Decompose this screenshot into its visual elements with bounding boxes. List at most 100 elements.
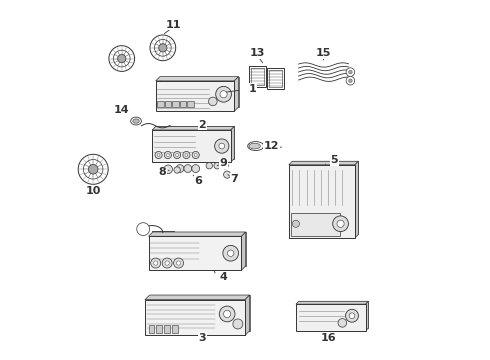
Circle shape (78, 154, 108, 184)
Polygon shape (245, 295, 249, 336)
Bar (157, 101, 164, 107)
Circle shape (333, 216, 348, 231)
Polygon shape (366, 301, 368, 331)
Circle shape (155, 152, 162, 158)
Circle shape (227, 250, 234, 256)
Circle shape (118, 54, 126, 63)
Polygon shape (296, 301, 368, 304)
Text: 3: 3 (198, 333, 206, 343)
Circle shape (159, 44, 167, 52)
Text: 14: 14 (114, 105, 129, 115)
Text: 6: 6 (195, 176, 202, 186)
Circle shape (183, 152, 190, 158)
Polygon shape (152, 126, 234, 130)
Circle shape (216, 86, 231, 102)
Bar (188, 101, 194, 107)
Polygon shape (153, 232, 245, 266)
Text: 8: 8 (158, 167, 166, 177)
Circle shape (348, 79, 352, 82)
Circle shape (223, 171, 231, 178)
Bar (180, 101, 186, 107)
Circle shape (176, 261, 181, 265)
Polygon shape (355, 161, 358, 238)
Text: 11: 11 (166, 19, 181, 30)
Circle shape (113, 50, 130, 67)
Text: 4: 4 (220, 272, 227, 282)
Bar (267, 68, 284, 89)
Circle shape (337, 220, 344, 227)
Circle shape (219, 143, 224, 149)
Text: 5: 5 (330, 156, 338, 165)
Circle shape (194, 154, 197, 157)
Text: 7: 7 (230, 174, 238, 184)
Text: 12: 12 (264, 141, 279, 151)
Circle shape (150, 35, 176, 61)
Polygon shape (160, 77, 239, 107)
Circle shape (164, 152, 171, 158)
Circle shape (154, 40, 171, 56)
Circle shape (151, 258, 161, 268)
Circle shape (137, 223, 149, 235)
Bar (148, 236, 242, 270)
Circle shape (167, 154, 169, 157)
Circle shape (157, 154, 160, 157)
Text: 10: 10 (85, 186, 101, 197)
Circle shape (349, 313, 355, 319)
Polygon shape (231, 126, 234, 162)
Ellipse shape (249, 143, 260, 149)
Ellipse shape (131, 117, 142, 125)
Circle shape (185, 154, 188, 157)
Bar (164, 325, 170, 333)
Circle shape (162, 258, 172, 268)
Circle shape (153, 261, 158, 265)
Circle shape (184, 165, 192, 172)
Polygon shape (156, 126, 234, 158)
Polygon shape (234, 77, 239, 111)
Circle shape (192, 152, 199, 158)
Circle shape (173, 258, 184, 268)
Ellipse shape (133, 119, 139, 123)
Circle shape (176, 165, 184, 172)
Bar (172, 325, 178, 333)
Ellipse shape (247, 141, 264, 150)
Polygon shape (149, 295, 249, 331)
Circle shape (293, 220, 299, 227)
Circle shape (215, 139, 229, 153)
Circle shape (214, 162, 220, 169)
Bar (251, 68, 264, 85)
Bar (148, 325, 154, 333)
Polygon shape (145, 295, 249, 300)
Bar (296, 304, 366, 331)
Text: 1: 1 (248, 84, 256, 94)
Bar (249, 66, 266, 87)
Circle shape (345, 309, 358, 322)
Circle shape (346, 76, 355, 85)
Circle shape (165, 261, 169, 265)
Text: 16: 16 (321, 333, 337, 343)
Circle shape (109, 46, 135, 71)
Circle shape (233, 319, 243, 329)
Circle shape (222, 162, 228, 169)
Text: 15: 15 (316, 48, 331, 58)
Text: 2: 2 (198, 120, 206, 130)
Circle shape (209, 97, 217, 106)
Polygon shape (148, 232, 245, 236)
Circle shape (223, 310, 231, 318)
Circle shape (220, 91, 227, 98)
Polygon shape (299, 301, 368, 328)
Bar (291, 213, 340, 236)
Circle shape (338, 319, 346, 327)
Polygon shape (293, 161, 358, 234)
Bar (145, 300, 245, 336)
Bar (156, 325, 162, 333)
Polygon shape (242, 232, 245, 270)
Circle shape (176, 154, 178, 157)
Circle shape (83, 159, 103, 179)
Bar (156, 81, 234, 111)
Circle shape (346, 68, 355, 76)
Circle shape (173, 152, 181, 158)
Circle shape (164, 165, 172, 174)
Circle shape (206, 162, 213, 169)
Circle shape (88, 165, 98, 174)
Circle shape (174, 167, 180, 173)
